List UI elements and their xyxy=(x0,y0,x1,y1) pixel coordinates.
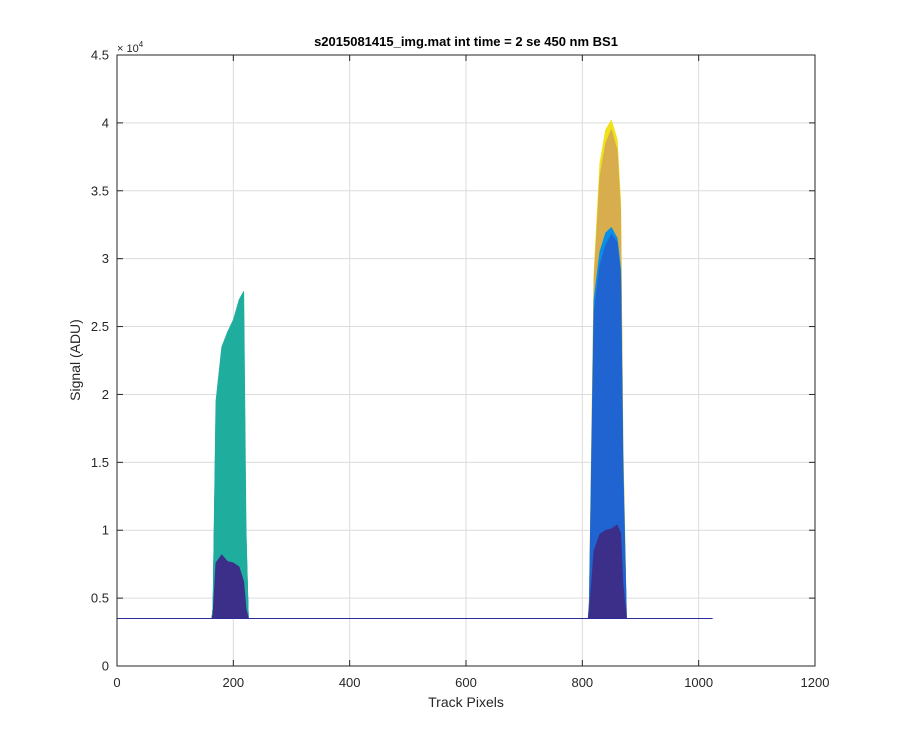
y-axis-label: Signal (ADU) xyxy=(67,319,83,401)
y-tick-label: 1.5 xyxy=(91,455,109,470)
y-axis-exponent: × 104 xyxy=(117,40,144,55)
y-tick-label: 3 xyxy=(102,251,109,266)
x-tick-label: 400 xyxy=(339,675,361,690)
y-tick-label: 2.5 xyxy=(91,319,109,334)
x-tick-label: 1000 xyxy=(684,675,713,690)
x-tick-label: 1200 xyxy=(801,675,830,690)
chart-title: s2015081415_img.mat int time = 2 se 450 … xyxy=(314,34,618,49)
series-1-area xyxy=(587,233,627,619)
y-tick-label: 0 xyxy=(102,659,109,674)
y-tick-label: 1 xyxy=(102,523,109,538)
y-axis-exponent-power: 4 xyxy=(139,40,144,49)
y-tick-label: 3.5 xyxy=(91,183,109,198)
y-tick-label: 0.5 xyxy=(91,591,109,606)
x-tick-label: 0 xyxy=(113,675,120,690)
y-tick-label: 4.5 xyxy=(91,48,109,63)
x-tick-label: 200 xyxy=(222,675,244,690)
y-axis-exponent-base: × 10 xyxy=(117,43,139,55)
x-tick-label: 600 xyxy=(455,675,477,690)
series-0-area xyxy=(587,524,627,619)
series-3-area xyxy=(211,290,249,619)
axis-ticks: 0 200 400 600 800 1000 1200 0 0.5 1 1.5 2 2.5 3 3.5 4 4.… xyxy=(91,48,830,691)
y-tick-label: 4 xyxy=(102,115,109,130)
x-axis-label: Track Pixels xyxy=(428,694,504,710)
y-tick-label: 2 xyxy=(102,387,109,402)
x-tick-label: 800 xyxy=(571,675,593,690)
series-0-area xyxy=(211,554,249,619)
data-series xyxy=(211,119,627,619)
